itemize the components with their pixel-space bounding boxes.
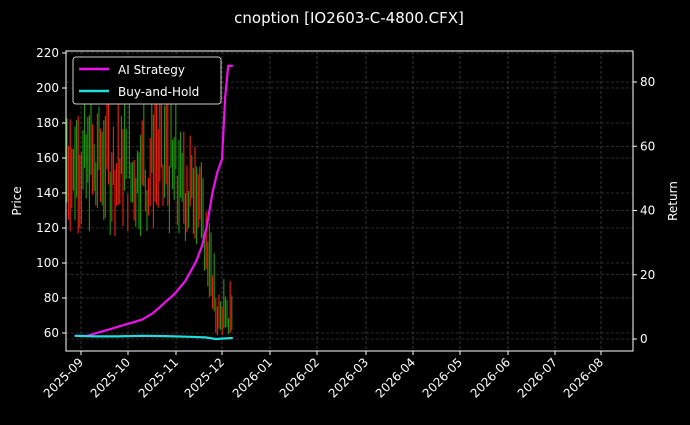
left-y-axis-label: Price: [10, 186, 24, 215]
right-y-tick-label: 0: [640, 332, 648, 346]
legend-box: [72, 56, 222, 105]
left-y-tick-label: 200: [36, 81, 59, 95]
left-y-tick-label: 160: [36, 151, 59, 165]
ai-strategy-line: [74, 64, 233, 337]
left-y-tick-label: 140: [36, 186, 59, 200]
left-y-axis: 60 80 100 120 140 160 180 200 220: [36, 46, 66, 340]
right-y-tick-label: 80: [640, 75, 655, 89]
chart-title: cnoption [IO2603-C-4800.CFX]: [234, 9, 464, 27]
return-lines: [74, 64, 233, 341]
legend-label-buy-and-hold: Buy-and-Hold: [118, 85, 199, 99]
left-y-tick-label: 180: [36, 116, 59, 130]
left-y-tick-label: 220: [36, 46, 59, 60]
plot-frame: [65, 50, 634, 352]
left-y-tick-label: 80: [44, 291, 59, 305]
legend-label-ai-strategy: AI Strategy: [118, 63, 185, 77]
left-y-tick-label: 60: [44, 326, 59, 340]
grid-lines: [66, 51, 633, 351]
right-y-axis-label: Return: [666, 181, 680, 221]
left-y-tick-label: 120: [36, 221, 59, 235]
price-candles: [66, 88, 233, 336]
buy-and-hold-line: [74, 334, 233, 341]
right-y-tick-label: 20: [640, 268, 655, 282]
left-y-tick-label: 100: [36, 256, 59, 270]
right-y-axis: 0 20 40 60 80: [633, 75, 655, 346]
right-y-tick-label: 40: [640, 204, 655, 218]
right-y-tick-label: 60: [640, 139, 655, 153]
legend: AI Strategy Buy-and-Hold: [72, 56, 222, 105]
